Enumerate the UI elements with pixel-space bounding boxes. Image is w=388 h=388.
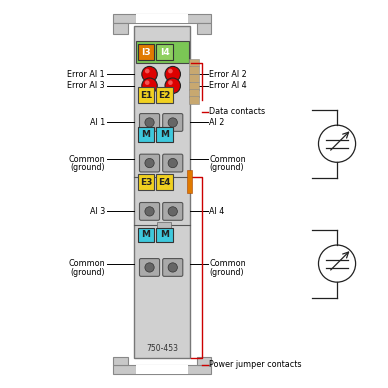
Bar (189, 89, 199, 97)
FancyBboxPatch shape (163, 154, 183, 172)
FancyBboxPatch shape (138, 228, 154, 242)
Text: AI 4: AI 4 (210, 207, 225, 216)
Circle shape (145, 80, 149, 85)
Text: I4: I4 (160, 48, 170, 57)
Text: Error AI 3: Error AI 3 (68, 81, 105, 90)
Circle shape (145, 207, 154, 216)
Circle shape (165, 78, 180, 94)
Text: Common: Common (210, 155, 246, 164)
Text: Error AI 1: Error AI 1 (68, 70, 105, 79)
Bar (197, 357, 211, 365)
Circle shape (168, 158, 177, 168)
Circle shape (145, 263, 154, 272)
Text: (ground): (ground) (71, 268, 105, 277)
Text: M: M (160, 230, 169, 239)
Text: AI 1: AI 1 (90, 118, 105, 127)
Text: Common: Common (210, 259, 246, 268)
FancyBboxPatch shape (163, 114, 183, 132)
Text: AI 2: AI 2 (210, 118, 225, 127)
Circle shape (145, 118, 154, 127)
Circle shape (319, 125, 356, 162)
Text: M: M (142, 230, 151, 239)
FancyBboxPatch shape (138, 44, 154, 60)
Circle shape (168, 207, 177, 216)
Bar (189, 59, 199, 66)
Text: Common: Common (68, 259, 105, 268)
FancyBboxPatch shape (140, 203, 159, 220)
Text: AI 3: AI 3 (90, 207, 105, 216)
Text: (ground): (ground) (210, 268, 244, 277)
FancyBboxPatch shape (156, 127, 173, 142)
FancyBboxPatch shape (138, 174, 154, 190)
Text: Error AI 2: Error AI 2 (210, 70, 247, 79)
Circle shape (319, 245, 356, 282)
Bar (187, 170, 192, 193)
Text: 750-453: 750-453 (146, 344, 178, 353)
Bar (189, 96, 199, 104)
FancyBboxPatch shape (138, 87, 154, 103)
Circle shape (145, 69, 149, 73)
FancyBboxPatch shape (156, 174, 173, 190)
Circle shape (168, 69, 173, 73)
Circle shape (142, 66, 157, 82)
FancyBboxPatch shape (163, 258, 183, 276)
FancyBboxPatch shape (138, 127, 154, 142)
FancyBboxPatch shape (140, 154, 159, 172)
Bar (136, 41, 189, 62)
Text: I3: I3 (141, 48, 151, 57)
FancyBboxPatch shape (156, 228, 173, 242)
FancyBboxPatch shape (156, 87, 173, 103)
Text: (ground): (ground) (71, 163, 105, 172)
Text: E2: E2 (158, 90, 171, 100)
Text: Power jumper contacts: Power jumper contacts (210, 360, 302, 369)
Bar (157, 222, 171, 228)
Bar (157, 173, 171, 180)
Circle shape (165, 66, 180, 82)
Bar (197, 23, 211, 33)
Text: (ground): (ground) (210, 163, 244, 172)
Text: M: M (142, 130, 151, 139)
Circle shape (168, 263, 177, 272)
Circle shape (168, 118, 177, 127)
Bar (113, 357, 128, 365)
FancyBboxPatch shape (140, 258, 159, 276)
FancyBboxPatch shape (140, 114, 159, 132)
Circle shape (142, 78, 157, 94)
Bar (189, 82, 199, 90)
Bar (134, 26, 190, 358)
Text: Common: Common (68, 155, 105, 164)
Bar (113, 365, 211, 374)
Circle shape (168, 80, 173, 85)
FancyBboxPatch shape (163, 203, 183, 220)
Text: M: M (160, 130, 169, 139)
Circle shape (145, 158, 154, 168)
Bar (113, 23, 128, 33)
Text: Data contacts: Data contacts (210, 107, 266, 116)
Text: E3: E3 (140, 178, 152, 187)
Bar (113, 14, 211, 23)
Text: E4: E4 (158, 178, 171, 187)
Bar (189, 66, 199, 74)
Bar (136, 365, 188, 374)
Bar (136, 14, 188, 23)
Bar (189, 74, 199, 82)
Text: Error AI 4: Error AI 4 (210, 81, 247, 90)
FancyBboxPatch shape (156, 44, 173, 60)
Text: E1: E1 (140, 90, 152, 100)
